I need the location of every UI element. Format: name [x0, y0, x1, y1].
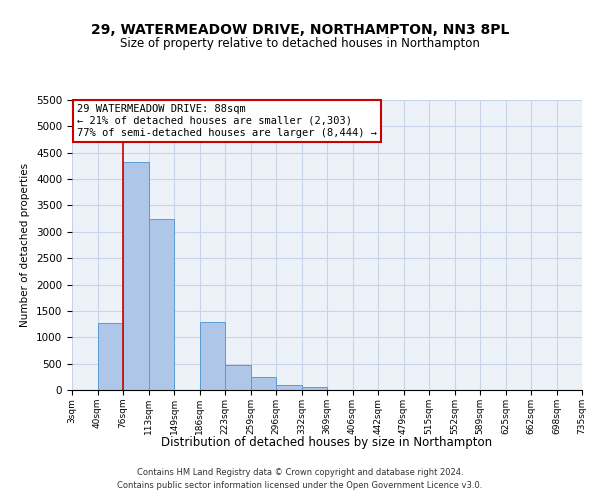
Bar: [302, 387, 327, 390]
Text: Size of property relative to detached houses in Northampton: Size of property relative to detached ho…: [120, 38, 480, 51]
Bar: [149, 218, 174, 390]
Text: Contains HM Land Registry data © Crown copyright and database right 2024.: Contains HM Land Registry data © Crown c…: [137, 468, 463, 477]
Text: 29 WATERMEADOW DRIVE: 88sqm
← 21% of detached houses are smaller (2,303)
77% of : 29 WATERMEADOW DRIVE: 88sqm ← 21% of det…: [77, 104, 377, 138]
Bar: [199, 322, 225, 390]
Bar: [251, 378, 276, 390]
Bar: [123, 162, 149, 390]
Text: Contains public sector information licensed under the Open Government Licence v3: Contains public sector information licen…: [118, 482, 482, 490]
Bar: [276, 386, 302, 390]
Bar: [97, 323, 123, 390]
Text: 29, WATERMEADOW DRIVE, NORTHAMPTON, NN3 8PL: 29, WATERMEADOW DRIVE, NORTHAMPTON, NN3 …: [91, 22, 509, 36]
Text: Distribution of detached houses by size in Northampton: Distribution of detached houses by size …: [161, 436, 493, 449]
Y-axis label: Number of detached properties: Number of detached properties: [20, 163, 31, 327]
Bar: [225, 364, 251, 390]
